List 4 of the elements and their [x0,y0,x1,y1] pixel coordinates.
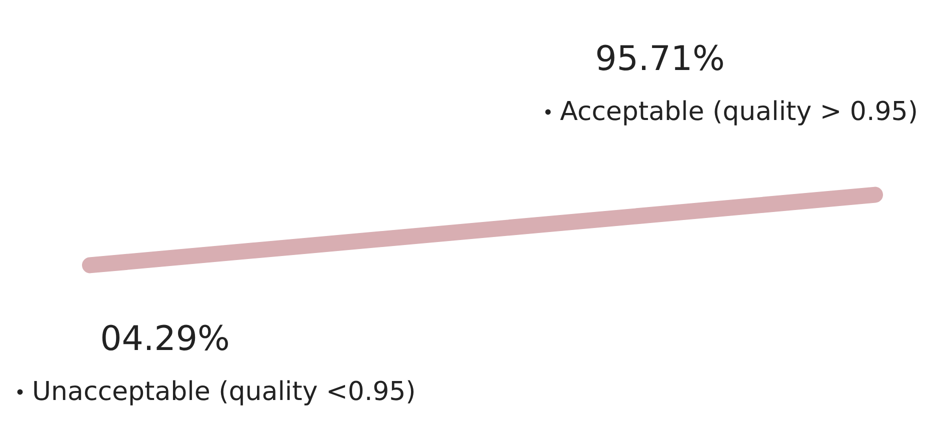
data-label: 95.71% [595,39,725,79]
data-label: 04.29% [100,319,230,359]
category-label: Acceptable (quality > 0.95) [560,97,918,127]
category-label: Unacceptable (quality <0.95) [32,377,416,407]
